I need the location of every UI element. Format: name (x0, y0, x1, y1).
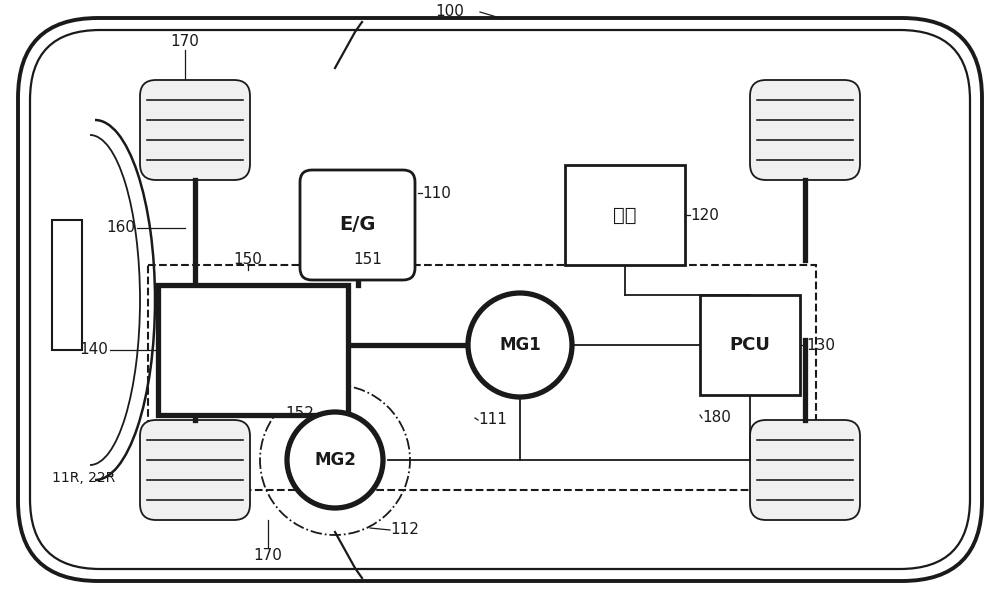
Text: 152: 152 (285, 406, 314, 420)
Text: 170: 170 (171, 35, 199, 50)
Bar (52, 220, 82, 350)
Bar (158, 285, 348, 415)
Text: 100: 100 (436, 5, 464, 20)
Text: 180: 180 (702, 410, 731, 425)
FancyBboxPatch shape (140, 80, 250, 180)
Text: MG2: MG2 (314, 451, 356, 469)
Text: 130: 130 (806, 337, 835, 352)
FancyBboxPatch shape (750, 80, 860, 180)
Text: 11R, 22R: 11R, 22R (52, 471, 115, 485)
Text: E/G: E/G (339, 216, 376, 234)
Circle shape (468, 293, 572, 397)
Text: 电池: 电池 (613, 205, 637, 225)
Text: 170: 170 (254, 547, 282, 562)
Text: 111: 111 (478, 413, 507, 428)
Text: PCU: PCU (730, 336, 770, 354)
Text: 120: 120 (690, 207, 719, 222)
Text: 151: 151 (354, 253, 382, 268)
FancyBboxPatch shape (750, 420, 860, 520)
Bar (700, 295, 800, 395)
Bar (565, 165, 685, 265)
FancyBboxPatch shape (140, 420, 250, 520)
Text: 140: 140 (79, 343, 108, 358)
Circle shape (287, 412, 383, 508)
Text: 110: 110 (422, 186, 451, 201)
Text: 112: 112 (390, 522, 419, 537)
Text: 160: 160 (106, 220, 135, 235)
FancyBboxPatch shape (300, 170, 415, 280)
Text: MG1: MG1 (499, 336, 541, 354)
Text: 150: 150 (234, 253, 262, 268)
Bar (148, 265, 816, 490)
